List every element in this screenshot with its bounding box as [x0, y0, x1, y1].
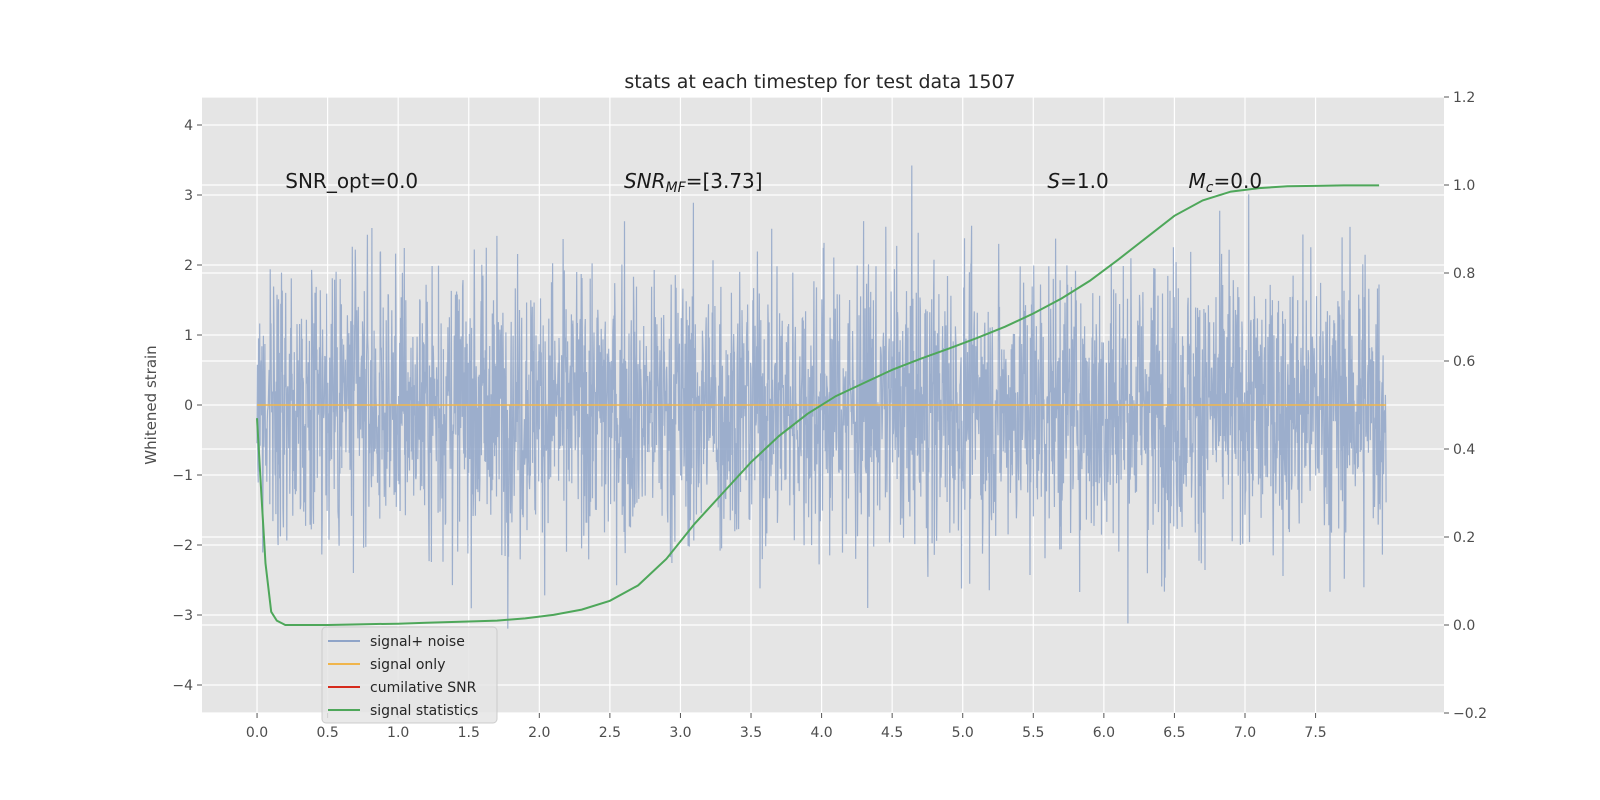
x-tick-label: 0.5	[316, 725, 338, 741]
signal-statistics-line	[256, 184, 1380, 626]
legend-entry: signal+ noise	[370, 634, 465, 650]
annotations: SNR_opt=0.0 SNRMF=[3.73] S=1.0 Mc=0.0	[285, 169, 1262, 196]
y-tick-label: −1	[172, 468, 193, 484]
noise-trace	[256, 165, 1387, 629]
annotation-text: SNR_opt=0.0	[285, 169, 418, 193]
legend-entry: signal statistics	[370, 703, 478, 719]
y-tick-label: 3	[184, 188, 193, 204]
chart-title: stats at each timestep for test data 150…	[624, 71, 1015, 93]
y2-tick-label: 1.2	[1453, 90, 1475, 106]
y-tick-label: 0	[184, 398, 193, 414]
x-axis: 0.0 0.5 1.0 1.5 2.0 2.5 3.0 3.5 4.0 4.5 5.0 5.5 6.0 6…	[246, 713, 1327, 741]
annotation-text: SNRMF=[3.73]	[624, 169, 763, 196]
annotation-text: Mc=0.0	[1189, 169, 1263, 196]
x-tick-label: 5.5	[1022, 725, 1044, 741]
y-axis: 4 3 2 1 0 −1 −2 −3 −4	[172, 118, 202, 694]
x-tick-label: 6.0	[1093, 725, 1115, 741]
x-tick-label: 7.5	[1304, 725, 1326, 741]
y2-tick-label: 1.0	[1453, 178, 1475, 194]
x-tick-label: 0.0	[246, 725, 268, 741]
noise-series	[256, 165, 1387, 629]
y2-tick-label: 0.0	[1453, 618, 1475, 634]
legend-entry: cumilative SNR	[370, 680, 477, 696]
line-series	[256, 184, 1387, 626]
y2-tick-label: 0.4	[1453, 442, 1475, 458]
x-tick-label: 3.0	[669, 725, 691, 741]
y-axis-label: Whitened strain	[142, 345, 160, 464]
x-tick-label: 4.0	[810, 725, 832, 741]
x-tick-label: 7.0	[1234, 725, 1256, 741]
y2-tick-label: 0.2	[1453, 530, 1475, 546]
x-tick-label: 4.5	[881, 725, 903, 741]
y2-tick-label: 0.8	[1453, 266, 1475, 282]
y2-tick-label: −0.2	[1453, 706, 1487, 722]
x-tick-label: 1.0	[387, 725, 409, 741]
legend-box	[321, 626, 498, 724]
y-tick-label: −4	[172, 678, 193, 694]
x-tick-label: 3.5	[740, 725, 762, 741]
y-tick-label: −3	[172, 608, 193, 624]
x-tick-label: 2.0	[528, 725, 550, 741]
y-tick-label: 4	[184, 118, 193, 134]
y-tick-label: −2	[172, 538, 193, 554]
x-tick-label: 5.0	[952, 725, 974, 741]
y-tick-label: 2	[184, 258, 193, 274]
x-tick-label: 2.5	[599, 725, 621, 741]
y2-axis: 1.2 1.0 0.8 0.6 0.4 0.2 0.0 −0.2	[1444, 90, 1487, 722]
y2-tick-label: 0.6	[1453, 354, 1475, 370]
legend: signal+ noise signal only cumilative SNR si…	[321, 626, 498, 724]
legend-entry: signal only	[370, 657, 445, 673]
annotation-text: S=1.0	[1047, 169, 1108, 193]
x-tick-label: 1.5	[458, 725, 480, 741]
y-tick-label: 1	[184, 328, 193, 344]
x-tick-label: 6.5	[1163, 725, 1185, 741]
